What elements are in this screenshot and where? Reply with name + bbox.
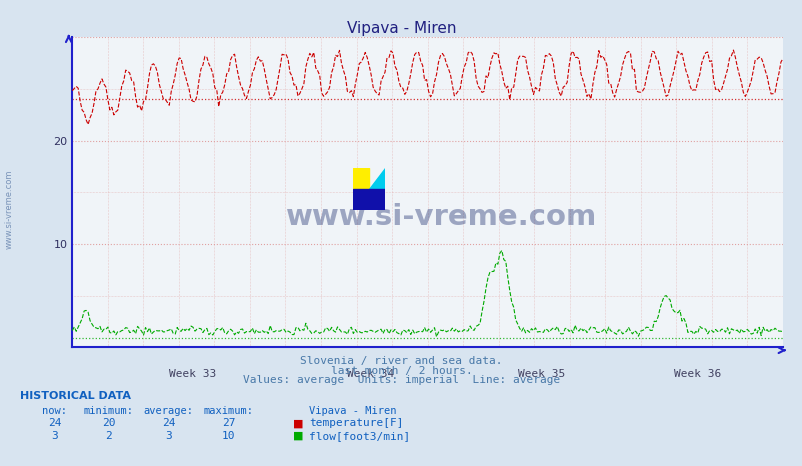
Text: Week 34: Week 34 [346, 369, 394, 379]
Text: 3: 3 [165, 431, 172, 441]
Text: www.si-vreme.com: www.si-vreme.com [5, 170, 14, 249]
Text: ■: ■ [293, 418, 303, 428]
Text: Week 33: Week 33 [169, 369, 217, 379]
Text: 10: 10 [222, 431, 235, 441]
Text: 27: 27 [222, 418, 235, 428]
Text: Week 35: Week 35 [517, 369, 565, 379]
Text: temperature[F]: temperature[F] [309, 418, 403, 428]
Text: 24: 24 [48, 418, 61, 428]
Text: Vipava - Miren: Vipava - Miren [309, 406, 396, 416]
Text: Vipava - Miren: Vipava - Miren [346, 21, 456, 36]
Polygon shape [353, 168, 369, 189]
Text: minimum:: minimum: [83, 406, 133, 416]
Text: Slovenia / river and sea data.: Slovenia / river and sea data. [300, 356, 502, 366]
Text: 2: 2 [105, 431, 111, 441]
Text: ■: ■ [293, 431, 303, 441]
Polygon shape [353, 189, 385, 210]
Text: now:: now: [42, 406, 67, 416]
Polygon shape [369, 168, 385, 189]
Text: 3: 3 [51, 431, 58, 441]
Text: HISTORICAL DATA: HISTORICAL DATA [20, 391, 131, 401]
Text: Week 36: Week 36 [673, 369, 720, 379]
Text: 20: 20 [102, 418, 115, 428]
Text: Values: average  Units: imperial  Line: average: Values: average Units: imperial Line: av… [242, 375, 560, 385]
Text: www.si-vreme.com: www.si-vreme.com [286, 203, 597, 231]
Text: last month / 2 hours.: last month / 2 hours. [330, 366, 472, 376]
Text: flow[foot3/min]: flow[foot3/min] [309, 431, 410, 441]
Text: maximum:: maximum: [204, 406, 253, 416]
Text: average:: average: [144, 406, 193, 416]
Text: 24: 24 [162, 418, 175, 428]
